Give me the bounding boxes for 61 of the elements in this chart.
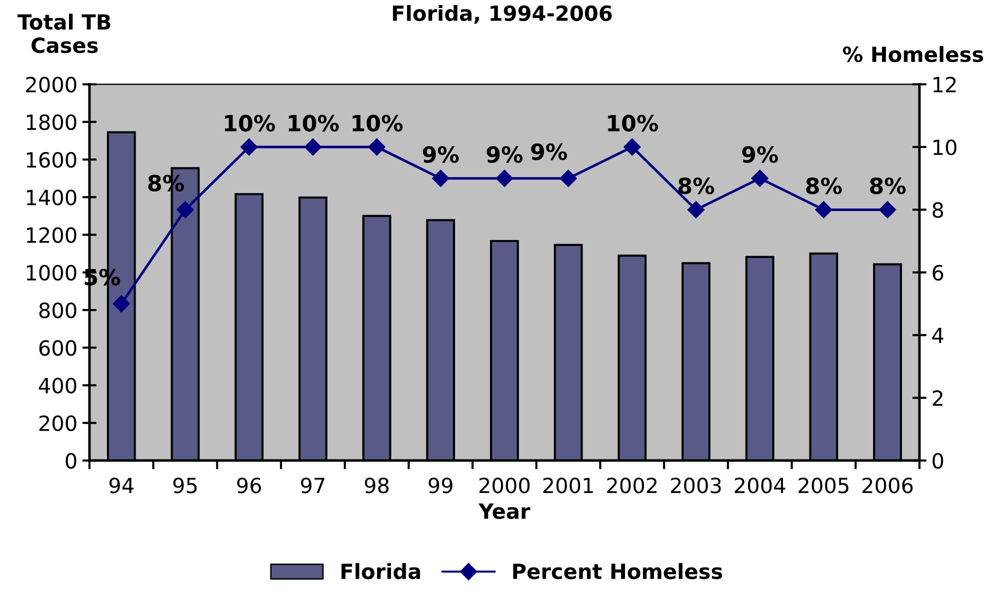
data-label: 9% <box>486 146 523 163</box>
y-tick-label: 1200 <box>26 227 76 243</box>
point <box>112 295 130 312</box>
data-label: 10% <box>608 114 658 132</box>
y2-tick-label: 2 <box>932 390 942 406</box>
point <box>560 170 577 187</box>
y-tick-label: 1000 <box>26 264 76 281</box>
data-label: 10% <box>224 114 275 132</box>
point <box>624 138 641 156</box>
y-tick-label: 200 <box>39 415 76 432</box>
point <box>432 170 450 187</box>
data-label: 10% <box>352 114 403 132</box>
y2-tick-label: 10 <box>934 139 956 156</box>
data-label: 9% <box>531 143 568 160</box>
y-tick-label: 800 <box>39 302 76 318</box>
data-label: 8% <box>870 177 906 194</box>
point <box>368 138 386 156</box>
y2-tick-label: 8 <box>932 202 944 218</box>
x-tick-label: 2001 <box>543 478 593 494</box>
y-tick-label: 400 <box>38 378 76 394</box>
x-tick-label: 99 <box>428 478 452 494</box>
point <box>496 170 514 187</box>
point <box>687 201 705 218</box>
data-label: 8% <box>678 177 714 194</box>
y-tick-label: 2000 <box>26 76 76 92</box>
y2-tick-label: 12 <box>934 76 956 92</box>
point <box>815 201 832 218</box>
x-tick-label: 98 <box>364 478 389 494</box>
point <box>751 170 768 187</box>
point <box>878 201 896 218</box>
x-tick-label: 96 <box>237 478 262 494</box>
point <box>304 138 322 156</box>
x-tick-label: 2000 <box>479 478 530 494</box>
x-tick-label: 2006 <box>862 478 913 494</box>
y-tick-label: 600 <box>39 340 76 356</box>
y-tick-label: 1600 <box>26 152 76 168</box>
legend-label: Percent Homeless <box>513 563 722 580</box>
point <box>176 201 194 218</box>
y2-tick-label: 6 <box>932 264 944 281</box>
y2-tick-label: 4 <box>932 328 944 344</box>
x-tick-label: 2004 <box>734 478 786 494</box>
x-tick-label: 94 <box>109 478 134 494</box>
x-tick-label: 2002 <box>607 478 657 494</box>
legend-label: Florida <box>342 563 420 580</box>
y2-axis-title: % Homeless <box>842 46 984 62</box>
point <box>240 138 258 156</box>
chart-title: Florida, 1994-2006 <box>392 4 612 24</box>
data-label: 9% <box>422 146 459 163</box>
data-label: 9% <box>742 146 778 163</box>
x-tick-label: 2005 <box>798 478 848 494</box>
y-tick-label: 1400 <box>26 190 76 206</box>
x-tick-label: 2003 <box>671 478 721 494</box>
x-tick-label: 97 <box>300 478 324 494</box>
y2-tick-label: 0 <box>932 452 944 469</box>
y-tick-label: 1800 <box>26 114 76 130</box>
x-axis-title: Year <box>478 504 530 520</box>
x-tick-label: 95 <box>173 478 197 494</box>
data-label: 8% <box>806 177 842 194</box>
y-tick-label: 0 <box>66 452 76 469</box>
data-label: 10% <box>288 114 339 132</box>
y-axis-title: Total TB Cases <box>18 14 110 54</box>
